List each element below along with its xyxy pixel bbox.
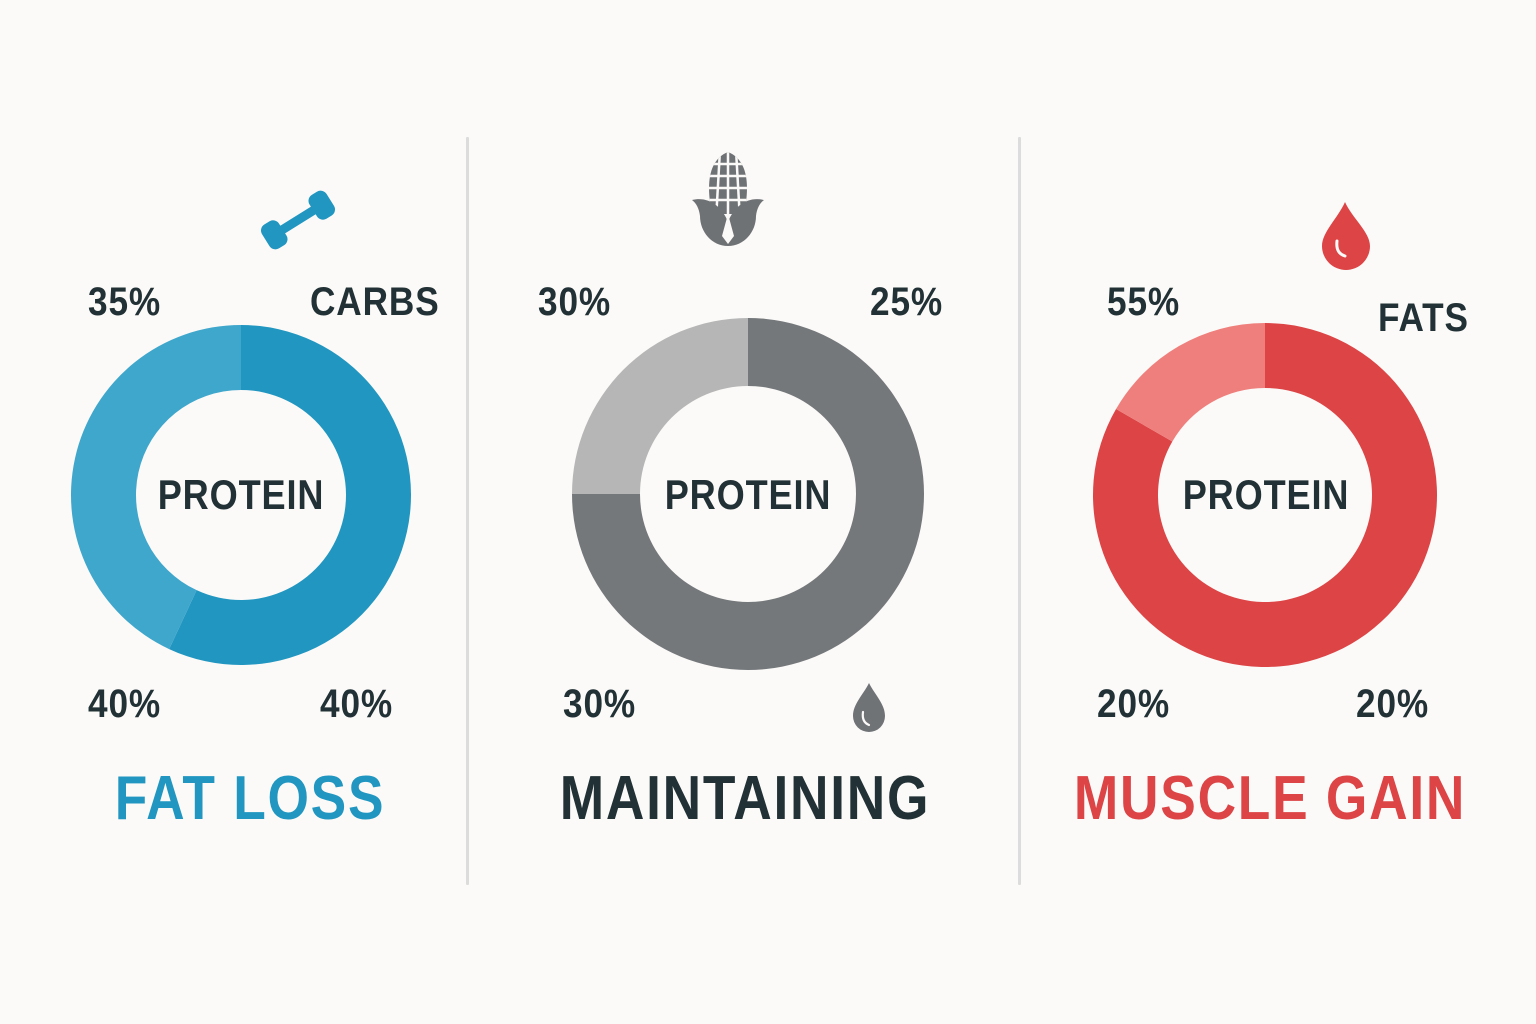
maintaining-donut bbox=[572, 318, 924, 670]
percent-label-bottom-left: 40% bbox=[88, 682, 162, 726]
center-label-protein: PROTEIN bbox=[157, 471, 325, 518]
percent-label-top-left: 55% bbox=[1107, 280, 1181, 324]
donut-segment-light bbox=[1116, 323, 1265, 442]
donut-segment-light bbox=[572, 318, 748, 494]
donut-segment-light bbox=[70, 325, 241, 650]
panel-title: MUSCLE GAIN bbox=[1073, 764, 1467, 833]
droplet-icon bbox=[1322, 202, 1370, 270]
percent-label-bottom-left: 20% bbox=[1097, 682, 1171, 726]
corn-icon bbox=[692, 152, 764, 246]
macro-label-carbs: CARBS bbox=[310, 280, 440, 324]
percent-label-top-right: 25% bbox=[870, 280, 944, 324]
panel-divider bbox=[1018, 137, 1021, 885]
dumbbell-icon bbox=[261, 190, 335, 250]
donut-segment-dark bbox=[572, 318, 924, 670]
percent-label-bottom-right: 40% bbox=[320, 682, 394, 726]
panel-title: FAT LOSS bbox=[114, 764, 386, 833]
percent-label-top-left: 35% bbox=[88, 280, 162, 324]
droplet-icon bbox=[853, 683, 885, 732]
percent-label-top-left: 30% bbox=[538, 280, 612, 324]
donut-segment-dark bbox=[169, 325, 412, 665]
percent-label-bottom-left: 30% bbox=[563, 682, 637, 726]
muscle-gain-donut bbox=[1093, 323, 1437, 667]
panel-title: MAINTAINING bbox=[559, 764, 931, 833]
center-label-protein: PROTEIN bbox=[1182, 471, 1350, 518]
center-label-protein: PROTEIN bbox=[664, 471, 832, 518]
panel-divider bbox=[466, 137, 469, 885]
donut-segment-dark bbox=[1093, 323, 1437, 667]
percent-label-bottom-right: 20% bbox=[1356, 682, 1430, 726]
macro-label-fats: FATS bbox=[1378, 296, 1469, 340]
fat-loss-donut bbox=[70, 325, 412, 665]
